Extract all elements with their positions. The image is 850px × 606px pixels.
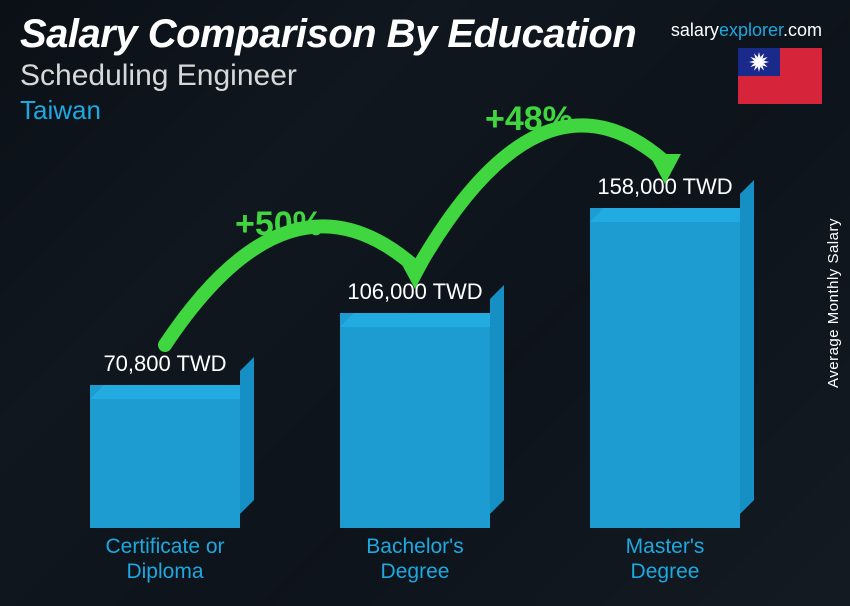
growth-arc	[0, 0, 850, 606]
infographic-container: Salary Comparison By Education Schedulin…	[0, 0, 850, 606]
